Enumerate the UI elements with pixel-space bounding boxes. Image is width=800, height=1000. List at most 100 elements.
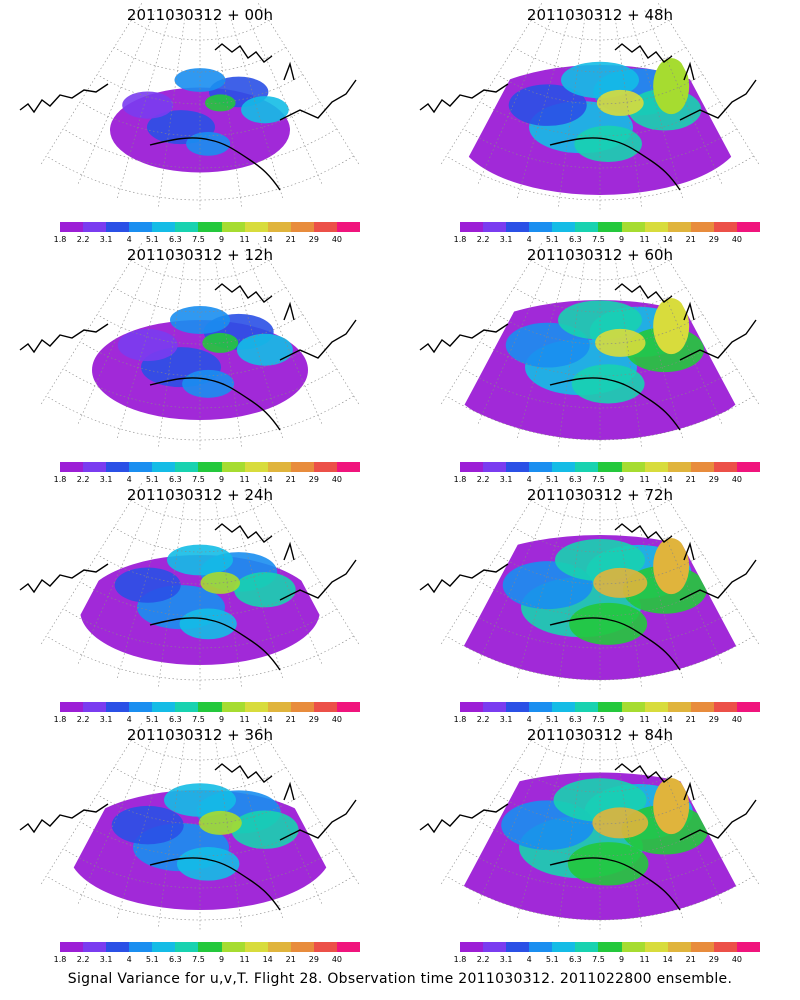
map-panel: 2011030312 + 36h 1.8 2.2 3.1 4 5.1 6.3 7.5 9 11 14… — [0, 720, 400, 965]
variance-contour — [567, 842, 649, 886]
colorbar-label: 21 — [685, 475, 696, 484]
colorbar-labels: 1.8 2.2 3.1 4 5.1 6.3 7.5 9 11 14 21 29 40 — [454, 715, 760, 725]
colorbar-label: 3.1 — [99, 235, 113, 244]
colorbar-label: 3.1 — [499, 715, 513, 724]
variance-contour — [592, 807, 649, 839]
colorbar-label: 14 — [262, 955, 273, 964]
variance-contour — [200, 571, 241, 594]
colorbar-swatch — [198, 702, 222, 712]
variance-contour — [596, 89, 644, 116]
colorbar-swatch — [221, 222, 245, 232]
coastline — [19, 43, 357, 191]
colorbar-label: 21 — [685, 715, 696, 724]
colorbar-swatch — [460, 702, 484, 712]
colorbar-swatch — [621, 222, 645, 232]
colorbar-swatch — [713, 462, 737, 472]
colorbar-swatch — [644, 702, 668, 712]
colorbar-label: 21 — [685, 235, 696, 244]
colorbar-swatch — [83, 942, 107, 952]
colorbar-swatch — [83, 702, 107, 712]
colorbar-label: 40 — [331, 235, 343, 244]
graticule — [40, 483, 360, 690]
colorbar-swatch — [667, 942, 691, 952]
colorbar-swatch — [460, 462, 484, 472]
variance-contour — [508, 84, 587, 126]
variance-map — [19, 483, 360, 690]
variance-contour — [179, 608, 237, 640]
variance-maximum — [653, 298, 690, 355]
colorbar — [60, 942, 361, 952]
coastline — [19, 523, 357, 671]
colorbar-swatch — [244, 222, 268, 232]
colorbar-swatch — [129, 702, 153, 712]
colorbar-label: 3.1 — [499, 475, 513, 484]
colorbar-swatch — [713, 702, 737, 712]
colorbar-swatch — [290, 222, 314, 232]
colorbar-swatch — [483, 462, 507, 472]
colorbar-label: 14 — [262, 715, 273, 724]
variance-contour — [571, 364, 645, 404]
colorbar-label: 6.3 — [169, 235, 182, 244]
map-panel: 2011030312 + 48h 1.8 2.2 3.1 4 5.1 6.3 7.5 9 11 14… — [400, 0, 800, 245]
colorbar-labels: 1.8 2.2 3.1 4 5.1 6.3 7.5 9 11 14 21 29 40 — [54, 715, 360, 725]
colorbar-label: 29 — [308, 955, 319, 964]
variance-contour — [593, 567, 648, 598]
colorbar-swatch — [221, 702, 245, 712]
variance-contour — [176, 847, 240, 881]
colorbar-label: 2.2 — [476, 715, 490, 724]
colorbar-swatch — [644, 942, 668, 952]
colorbar-label: 4 — [126, 715, 132, 724]
colorbar-label: 9 — [618, 235, 625, 244]
graticule — [440, 723, 760, 930]
colorbar — [60, 222, 361, 232]
colorbar-swatch — [198, 942, 222, 952]
colorbar-label: 4 — [526, 235, 532, 244]
colorbar-swatch — [198, 222, 222, 232]
colorbar-label: 40 — [331, 475, 343, 484]
colorbar-label: 9 — [218, 475, 225, 484]
colorbar-label: 1.8 — [453, 475, 467, 484]
colorbar-label: 4 — [126, 235, 132, 244]
colorbar-label: 7.5 — [592, 955, 605, 964]
variance-maximum — [653, 58, 690, 115]
colorbar-label: 40 — [731, 715, 743, 724]
colorbar-label: 6.3 — [169, 475, 182, 484]
colorbar-label: 29 — [708, 715, 719, 724]
colorbar-swatch — [644, 462, 668, 472]
colorbar-label: 4 — [526, 475, 532, 484]
variance-contour — [231, 810, 299, 849]
colorbar-label: 14 — [262, 475, 273, 484]
colorbar-labels: 1.8 2.2 3.1 4 5.1 6.3 7.5 9 11 14 21 29 40 — [54, 955, 360, 965]
colorbar-label: 29 — [708, 955, 719, 964]
colorbar-swatch — [336, 942, 361, 952]
variance-map — [19, 3, 360, 210]
colorbar-swatch — [244, 462, 268, 472]
colorbar-swatch — [198, 462, 222, 472]
variance-contour — [234, 572, 296, 608]
coastline — [419, 523, 757, 671]
colorbar-swatch — [483, 942, 507, 952]
colorbar-label: 14 — [662, 715, 673, 724]
colorbar-label: 11 — [239, 235, 250, 244]
colorbar-label: 40 — [331, 715, 343, 724]
colorbar-label: 21 — [285, 715, 296, 724]
colorbar-swatch — [313, 702, 337, 712]
colorbar-label: 1.8 — [453, 715, 467, 724]
colorbar-label: 5.1 — [545, 235, 559, 244]
colorbar-swatch — [598, 702, 622, 712]
colorbar-label: 40 — [731, 235, 743, 244]
colorbar-swatch — [598, 942, 622, 952]
colorbar-swatch — [552, 222, 576, 232]
colorbar-swatch — [129, 222, 153, 232]
colorbar-label: 1.8 — [53, 235, 67, 244]
colorbar — [460, 222, 761, 232]
colorbar-label: 2.2 — [76, 715, 90, 724]
colorbar-label: 21 — [285, 955, 296, 964]
graticule — [440, 3, 760, 210]
variance-contour — [117, 329, 178, 362]
variance-contour — [182, 369, 235, 398]
figure-caption: Signal Variance for u,v,T. Flight 28. Ob… — [67, 971, 733, 987]
variance-contour — [241, 96, 289, 124]
colorbar — [460, 702, 761, 712]
colorbar-swatch — [506, 222, 530, 232]
